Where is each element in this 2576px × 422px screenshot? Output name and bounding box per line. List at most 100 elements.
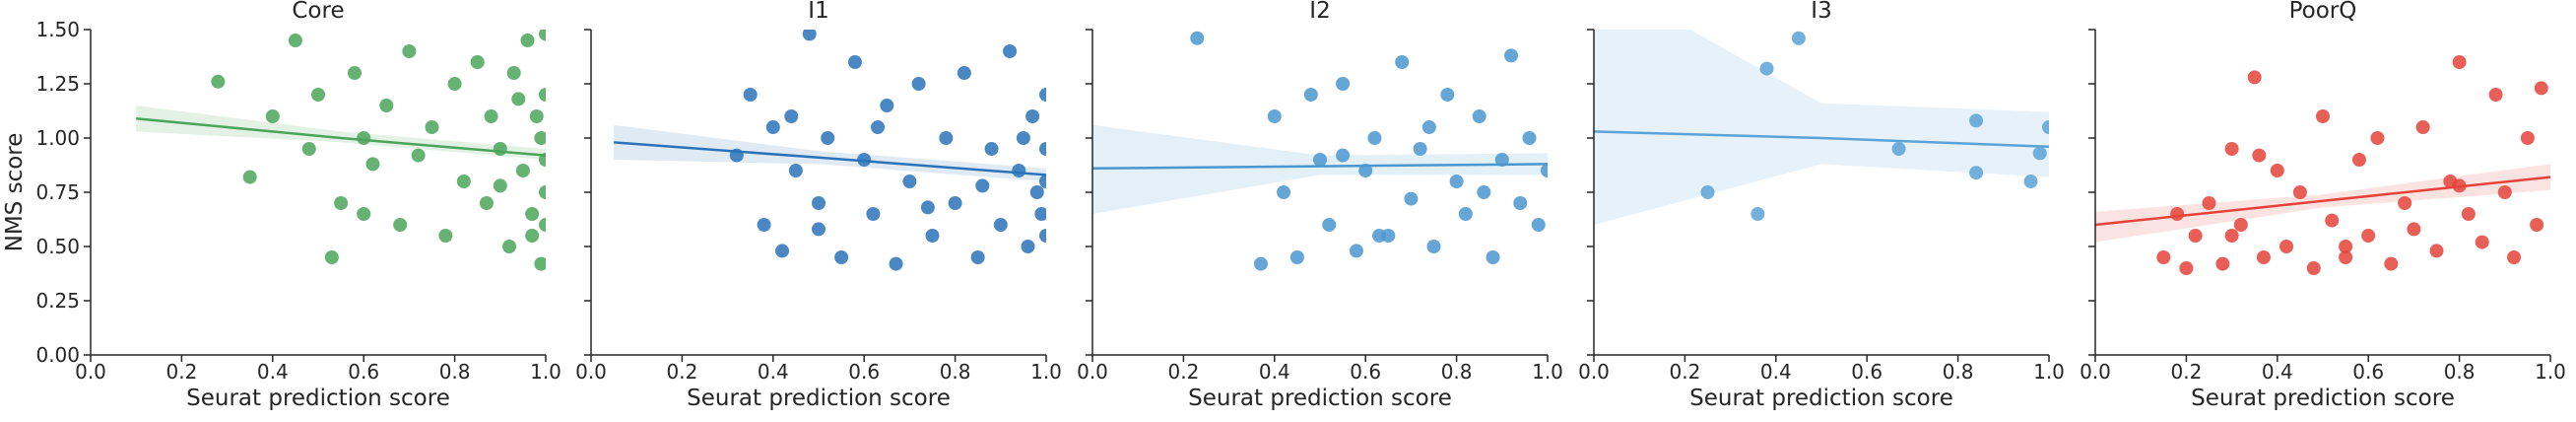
point — [539, 185, 546, 199]
point — [311, 88, 325, 102]
point — [2032, 146, 2047, 161]
point — [2339, 250, 2353, 264]
point — [1969, 166, 1984, 180]
point — [2415, 120, 2430, 134]
point — [993, 218, 1008, 232]
point — [2247, 70, 2262, 85]
point — [529, 109, 544, 123]
point — [1336, 148, 1351, 163]
point — [821, 131, 835, 145]
point — [347, 66, 362, 80]
x-tick-label: 0.2 — [165, 360, 197, 384]
point — [1700, 185, 1715, 199]
point — [1313, 153, 1327, 167]
point — [511, 92, 526, 106]
point — [802, 30, 817, 41]
x-tick-label: 1.0 — [2033, 360, 2065, 384]
point — [365, 157, 380, 172]
point — [2384, 256, 2399, 271]
point — [2520, 131, 2535, 145]
point — [1021, 240, 1035, 253]
point — [1395, 55, 1410, 69]
point — [1012, 164, 1026, 177]
point — [515, 164, 530, 177]
point — [1477, 185, 1491, 199]
point — [2279, 240, 2294, 253]
point — [520, 34, 535, 47]
point — [2270, 164, 2284, 177]
point — [857, 153, 872, 167]
point — [1039, 88, 1046, 102]
point — [2188, 229, 2203, 243]
x-tick-label: 0.0 — [575, 360, 607, 384]
point — [788, 164, 803, 177]
point — [743, 88, 758, 102]
x-tick-label: 0.4 — [758, 360, 789, 384]
point — [334, 196, 349, 210]
regression-line — [1092, 163, 1548, 171]
x-tick-label: 1.0 — [2535, 360, 2566, 384]
point — [539, 30, 546, 41]
panel: Core 0.0 0.2 0.4 0.6 0.8 1.0 0.00 0.25 0.50 0.75 1.… — [2, 0, 561, 411]
point — [402, 44, 417, 58]
point — [1426, 240, 1441, 253]
confidence-band — [2095, 164, 2550, 243]
point — [920, 200, 935, 215]
point — [1349, 244, 1363, 258]
point — [1759, 61, 1774, 76]
x-tick-label: 0.8 — [940, 360, 971, 384]
panel-title: I1 — [808, 0, 828, 24]
point — [1253, 256, 1268, 271]
confidence-band — [1092, 124, 1548, 214]
point — [2252, 148, 2267, 163]
point — [456, 175, 471, 188]
point — [2461, 207, 2476, 221]
x-tick-label: 0.4 — [2262, 360, 2293, 384]
regression-line — [2095, 176, 2550, 227]
point — [2507, 250, 2522, 264]
point — [871, 120, 886, 134]
point — [288, 34, 302, 47]
point — [1513, 196, 1528, 210]
x-tick-label: 0.6 — [1851, 360, 1882, 384]
point — [357, 207, 371, 221]
point — [1267, 109, 1282, 123]
point — [1531, 218, 1546, 232]
point — [812, 222, 826, 237]
point — [211, 74, 226, 89]
point — [411, 148, 426, 163]
x-axis-label: Seurat prediction score — [1689, 386, 1953, 411]
point — [265, 109, 280, 123]
point — [493, 142, 507, 156]
point — [2361, 229, 2376, 243]
point — [438, 229, 453, 243]
panel-title: I3 — [1811, 0, 1831, 24]
x-tick-label: 0.8 — [439, 360, 471, 384]
panel: I2 0.0 0.2 0.4 0.6 0.8 1.0 Seurat prediction sc… — [1077, 0, 1563, 411]
x-tick-label: 0.6 — [1350, 360, 1381, 384]
x-tick-label: 0.0 — [1578, 360, 1610, 384]
panel-title: Core — [292, 0, 344, 24]
point — [2202, 196, 2216, 210]
confidence-band — [1594, 30, 2049, 225]
point — [2215, 256, 2230, 271]
point — [1277, 185, 1291, 199]
point — [784, 109, 799, 123]
y-tick-label: 0.25 — [35, 289, 80, 313]
point — [1016, 131, 1030, 145]
x-tick-label: 0.2 — [1669, 360, 1700, 384]
point — [2306, 261, 2321, 275]
regression-line — [614, 141, 1046, 176]
point — [534, 131, 546, 145]
point — [2497, 185, 2512, 199]
x-tick-label: 1.0 — [1532, 360, 1563, 384]
point — [2224, 142, 2239, 156]
x-tick-label: 0.4 — [1760, 360, 1792, 384]
point — [1039, 142, 1046, 156]
point — [425, 120, 439, 134]
point — [1303, 88, 1318, 102]
x-tick-label: 1.0 — [1030, 360, 1062, 384]
point — [1190, 31, 1205, 45]
x-tick-label: 0.8 — [1441, 360, 1473, 384]
point — [357, 131, 371, 145]
